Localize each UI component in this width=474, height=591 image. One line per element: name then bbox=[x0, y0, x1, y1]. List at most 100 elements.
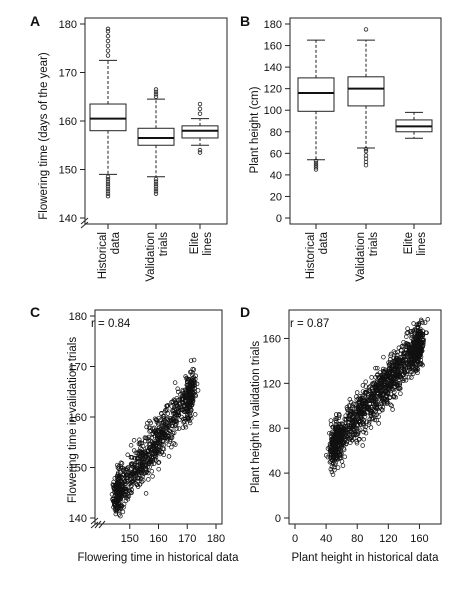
panel-a-box-2-outlier-2 bbox=[197, 111, 203, 116]
panel-d-point bbox=[351, 424, 356, 429]
panel-a-box-0-outlier-9 bbox=[105, 53, 111, 58]
panel-a-box-1-outlier-2 bbox=[153, 181, 159, 187]
panel-d-point bbox=[355, 431, 361, 437]
panel-d-y-tick-label-0: 0 bbox=[275, 513, 281, 525]
panel-c-point bbox=[159, 429, 164, 435]
panel-d-plot-layer: 0 40 80 120 160 0 40 80 120 160 bbox=[263, 309, 442, 545]
panel-d-point bbox=[336, 415, 342, 421]
panel-c-point bbox=[128, 484, 134, 489]
panel-d-point bbox=[348, 440, 353, 445]
panel-c-point bbox=[153, 438, 159, 444]
panel-d-point bbox=[354, 432, 360, 437]
panel-c-point bbox=[146, 452, 151, 458]
panel-d-point bbox=[393, 367, 398, 372]
panel-d-point bbox=[372, 398, 378, 403]
panel-a-box-1-outlier-7 bbox=[153, 94, 159, 99]
panel-d-point bbox=[374, 402, 379, 407]
panel-c-point bbox=[177, 402, 183, 407]
panel-d-point bbox=[391, 368, 397, 373]
panel-d-y-tick-label-2: 80 bbox=[269, 423, 281, 435]
panel-c-point bbox=[146, 477, 151, 482]
panel-c-point bbox=[141, 456, 147, 461]
panel-d-point bbox=[386, 385, 391, 391]
panel-d-point bbox=[357, 427, 363, 433]
panel-b-box-1-outlier-5 bbox=[363, 162, 369, 168]
panel-c-point bbox=[120, 476, 125, 481]
panel-a-box-2-outlier-0 bbox=[197, 147, 203, 153]
panel-c-point bbox=[120, 467, 126, 473]
panel-d-point bbox=[381, 354, 386, 360]
panel-c-point bbox=[187, 418, 192, 424]
panel-c-point bbox=[173, 442, 178, 447]
panel-c-point bbox=[150, 426, 155, 431]
panel-d-point bbox=[406, 344, 411, 349]
panel-d-frame bbox=[288, 309, 442, 525]
panel-d-point bbox=[384, 388, 389, 393]
panel-c-point bbox=[128, 461, 134, 467]
panel-b-category-label-2: Elitelines bbox=[403, 232, 428, 256]
panel-d-point bbox=[424, 330, 429, 336]
panel-a-box-0-outlier-1 bbox=[105, 176, 111, 182]
panel-a-box-1-outlier-1 bbox=[153, 179, 159, 184]
panel-d-point bbox=[388, 391, 394, 397]
panel-a-category-label-2-line-0: Elite bbox=[189, 232, 201, 254]
panel-d-point bbox=[400, 376, 405, 382]
panel-c-point bbox=[192, 412, 198, 417]
panel-d-point bbox=[366, 388, 372, 393]
panel-c-point bbox=[165, 433, 171, 439]
panel-c-point bbox=[128, 490, 134, 495]
panel-a-box-0-outlier-14 bbox=[105, 29, 111, 34]
panel-d-point bbox=[363, 430, 369, 436]
panel-d-point bbox=[406, 342, 411, 347]
panel-b-box-1-outlier-6 bbox=[363, 27, 369, 32]
panel-d-point bbox=[369, 375, 374, 380]
panel-a-y-axis-break bbox=[80, 217, 89, 229]
panel-c-point bbox=[152, 444, 157, 450]
panel-c-point bbox=[126, 470, 132, 476]
panel-d-point bbox=[414, 368, 419, 373]
panel-d-point bbox=[327, 430, 332, 436]
panel-a-boxplot-flowering-time: A Flowering time (days of the year) 1401… bbox=[30, 13, 228, 282]
panel-b-y-axis-title: Plant height (cm) bbox=[249, 86, 261, 173]
panel-c-point bbox=[135, 467, 141, 473]
panel-a-box-1-outlier-0 bbox=[153, 176, 159, 182]
panel-d-point bbox=[341, 428, 347, 434]
panel-d-point bbox=[330, 472, 336, 477]
panel-d-point bbox=[399, 363, 404, 369]
panel-c-point bbox=[188, 369, 193, 375]
panel-b-category-label-0: Historicaldata bbox=[305, 231, 330, 279]
panel-d-point bbox=[380, 391, 385, 397]
panel-d-y-tick-label-4: 160 bbox=[263, 333, 281, 345]
panel-c-point bbox=[180, 387, 185, 393]
panel-c-point bbox=[181, 416, 186, 422]
panel-d-point bbox=[330, 461, 336, 466]
panel-d-point bbox=[363, 379, 368, 384]
panel-d-point bbox=[327, 441, 333, 447]
panel-d-point bbox=[360, 397, 366, 402]
panel-d-point bbox=[417, 331, 423, 337]
panel-c-point bbox=[170, 423, 175, 429]
panel-c-point bbox=[156, 450, 161, 455]
panel-d-point bbox=[336, 440, 341, 445]
panel-d-point bbox=[331, 442, 337, 447]
panel-c-point bbox=[188, 391, 193, 396]
panel-c-point bbox=[113, 488, 119, 493]
panel-d-point bbox=[357, 403, 362, 408]
panel-d-point bbox=[333, 430, 339, 436]
panel-c-point bbox=[168, 416, 173, 421]
panel-d-point bbox=[378, 400, 384, 406]
panel-c-point bbox=[170, 399, 175, 405]
panel-c-point bbox=[188, 358, 194, 363]
panel-a-box-0-outlier-8 bbox=[105, 193, 111, 199]
panel-c-point bbox=[182, 403, 187, 409]
panel-c-point bbox=[169, 444, 174, 450]
panel-d-point bbox=[342, 454, 348, 460]
panel-c-point bbox=[176, 426, 182, 431]
panel-d-point bbox=[381, 376, 387, 381]
panel-d-point bbox=[402, 354, 408, 360]
panel-c-point bbox=[116, 504, 121, 509]
panel-c-point bbox=[191, 357, 197, 363]
panel-c-point bbox=[163, 424, 168, 430]
panel-d-point bbox=[358, 410, 363, 416]
panel-b-y-tick-label-5: 100 bbox=[264, 105, 282, 117]
